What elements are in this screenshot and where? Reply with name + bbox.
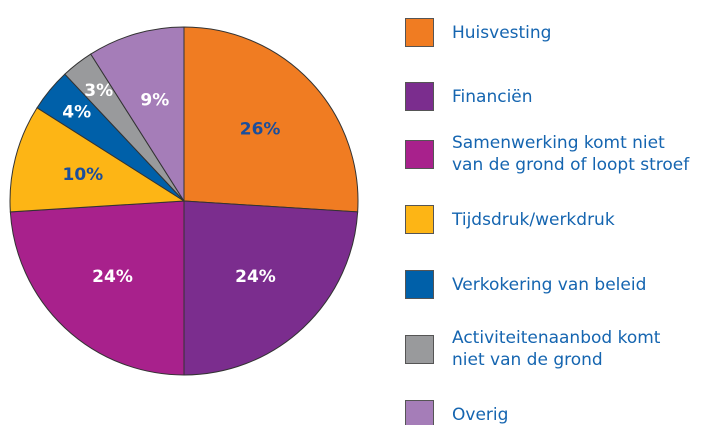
slice-label: 3% bbox=[84, 81, 113, 101]
legend-swatch bbox=[405, 82, 434, 111]
legend-label: Overig bbox=[452, 404, 509, 425]
pie-slice bbox=[90, 26, 185, 203]
legend-item: Verkokering van beleid bbox=[405, 270, 646, 299]
slice-label: 4% bbox=[62, 102, 91, 122]
legend-swatch bbox=[405, 270, 434, 299]
legend-item: Samenwerking komt niet van de grond of l… bbox=[405, 132, 689, 176]
slice-label: 24% bbox=[235, 267, 276, 287]
pie-slice bbox=[183, 200, 359, 376]
pie-slice bbox=[183, 26, 359, 213]
legend-item: Overig bbox=[405, 400, 508, 425]
slice-label: 10% bbox=[63, 165, 104, 185]
legend-label: Huisvesting bbox=[452, 22, 552, 43]
pie-slice bbox=[9, 200, 185, 376]
pie-slice bbox=[9, 107, 186, 213]
slice-label: 26% bbox=[240, 120, 281, 140]
legend-label: Verkokering van beleid bbox=[452, 274, 647, 295]
legend-item: Tijdsdruk/werkdruk bbox=[405, 205, 615, 234]
legend-label: Financiën bbox=[452, 86, 533, 107]
legend-swatch bbox=[405, 400, 434, 425]
legend-label: Activiteitenaanbod komt niet van de gron… bbox=[452, 328, 661, 370]
legend-item: Activiteitenaanbod komt niet van de gron… bbox=[405, 327, 660, 371]
pie-chart: 26% 24% 24% 10% 4%3% 9% bbox=[9, 26, 359, 376]
slice-label: 24% bbox=[92, 267, 133, 287]
legend-label: Tijdsdruk/werkdruk bbox=[452, 209, 615, 230]
slice-label: 9% bbox=[140, 91, 169, 111]
legend-item: Financiën bbox=[405, 82, 533, 111]
legend-label: Samenwerking komt niet van de grond of l… bbox=[452, 133, 690, 175]
legend-swatch bbox=[405, 18, 434, 47]
legend-item: Huisvesting bbox=[405, 18, 551, 47]
legend-swatch bbox=[405, 205, 434, 234]
legend-swatch bbox=[405, 334, 434, 364]
legend-swatch bbox=[405, 139, 434, 169]
